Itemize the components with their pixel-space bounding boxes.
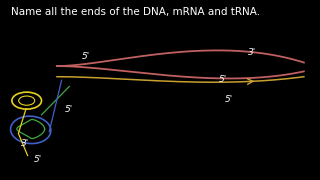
Text: Name all the ends of the DNA, mRNA and tRNA.: Name all the ends of the DNA, mRNA and t… xyxy=(11,7,260,17)
Text: 5': 5' xyxy=(34,155,42,164)
Text: 3': 3' xyxy=(21,139,30,148)
Text: 5': 5' xyxy=(82,52,90,61)
Text: 3': 3' xyxy=(248,48,257,57)
Text: 5': 5' xyxy=(225,94,233,103)
Text: 5': 5' xyxy=(219,75,227,84)
Text: 5': 5' xyxy=(65,105,73,114)
